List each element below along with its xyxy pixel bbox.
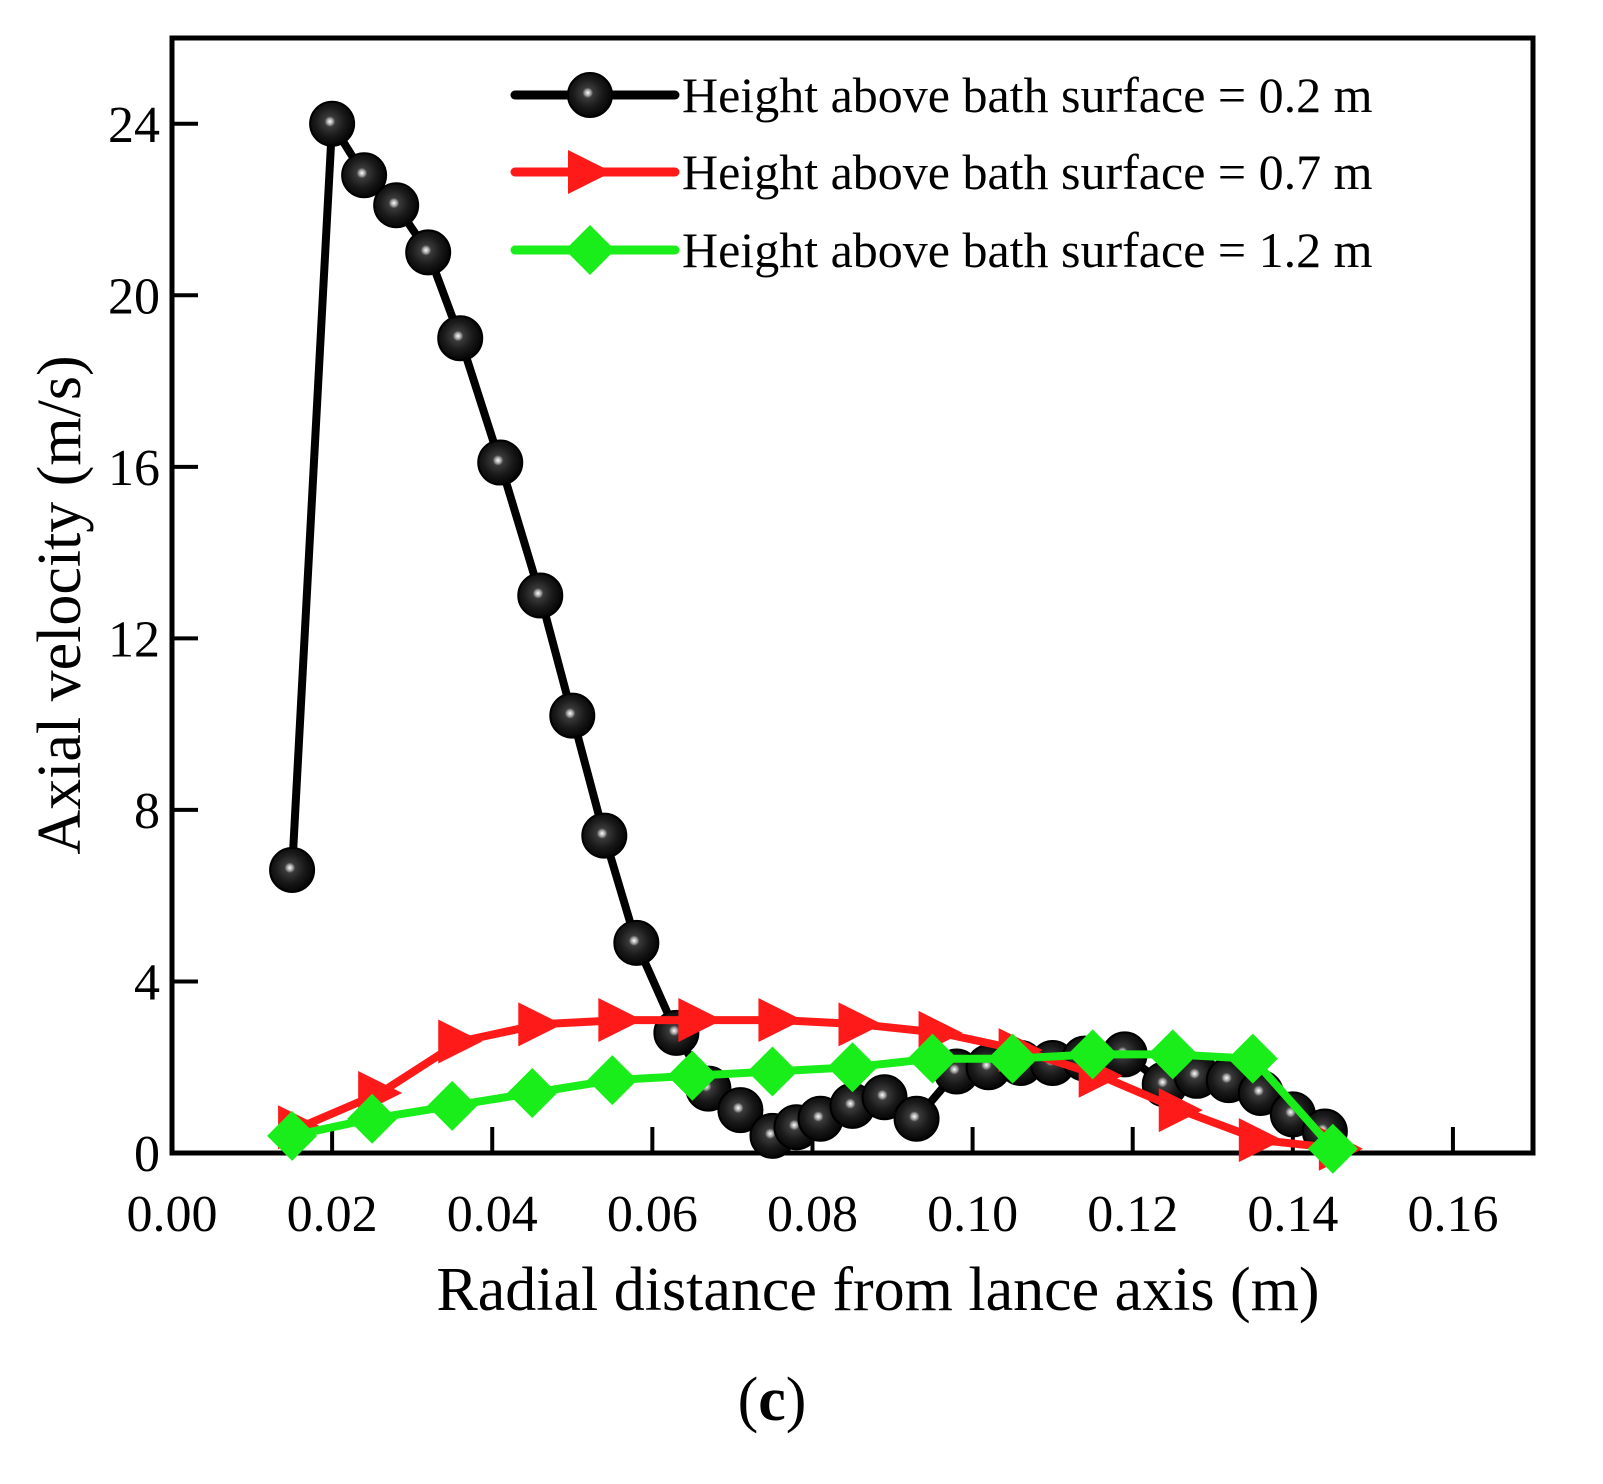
data-point <box>1307 1123 1358 1174</box>
sphere-body <box>477 439 524 486</box>
data-point <box>893 1095 940 1142</box>
series-2 <box>278 998 1363 1171</box>
y-tick-label: 4 <box>134 954 160 1011</box>
sphere-body <box>567 72 613 118</box>
legend-entry-3: Height above bath surface = 1.2 m <box>510 222 1373 278</box>
data-point <box>581 812 628 859</box>
data-point <box>861 1074 908 1121</box>
legend-entry-2: Height above bath surface = 0.7 m <box>510 144 1373 200</box>
data-point <box>405 229 452 276</box>
data-point <box>667 1050 718 1101</box>
data-point <box>427 1080 478 1131</box>
sphere-body <box>717 1087 764 1134</box>
y-tick-label: 12 <box>108 611 160 668</box>
x-tick-label: 0.14 <box>1247 1186 1338 1243</box>
sphere-body <box>893 1095 940 1142</box>
data-point <box>613 919 660 966</box>
data-point <box>549 692 596 739</box>
data-point <box>838 1002 883 1047</box>
data-point <box>827 1042 878 1093</box>
data-point <box>341 152 388 199</box>
legend-label: Height above bath surface = 1.2 m <box>682 222 1373 278</box>
plot-area-border <box>169 35 1536 1156</box>
caption-open: ( <box>738 1366 759 1434</box>
sphere-body <box>613 919 660 966</box>
caption-close: ) <box>786 1366 807 1434</box>
legend-label: Height above bath surface = 0.2 m <box>682 67 1373 123</box>
data-point <box>269 846 316 893</box>
data-point <box>1227 1033 1278 1084</box>
legend-marker <box>567 72 613 118</box>
x-tick-label: 0.06 <box>607 1186 698 1243</box>
figure-caption: (c) <box>738 1366 807 1434</box>
x-tick-label: 0.08 <box>767 1186 858 1243</box>
sphere-body <box>405 229 452 276</box>
sphere-body <box>581 812 628 859</box>
data-point <box>747 1046 798 1097</box>
data-point <box>907 1033 958 1084</box>
x-tick-label: 0.10 <box>927 1186 1018 1243</box>
data-point <box>373 182 420 229</box>
data-point <box>518 1002 563 1047</box>
data-point <box>309 100 356 147</box>
legend: Height above bath surface = 0.2 m Height … <box>510 67 1373 278</box>
series-3 <box>267 1029 1358 1174</box>
data-point <box>758 998 803 1043</box>
data-point <box>477 439 524 486</box>
y-axis-title: Axial velocity (m/s) <box>26 355 94 854</box>
x-tick-label: 0.12 <box>1087 1186 1178 1243</box>
data-point <box>517 572 564 619</box>
sphere-body <box>309 100 356 147</box>
sphere-body <box>437 315 484 362</box>
data-point <box>587 1055 638 1106</box>
data-point <box>987 1033 1038 1084</box>
legend-entry-1: Height above bath surface = 0.2 m <box>510 67 1373 123</box>
sphere-body <box>517 572 564 619</box>
sphere-body <box>549 692 596 739</box>
data-point <box>1158 1088 1203 1133</box>
data-point <box>437 315 484 362</box>
legend-marker <box>565 225 615 275</box>
y-tick-label: 24 <box>108 97 160 154</box>
sphere-body <box>861 1074 908 1121</box>
x-axis-title: Radial distance from lance axis (m) <box>436 1256 1319 1324</box>
y-tick-label: 16 <box>108 440 160 497</box>
y-tick-label: 0 <box>134 1126 160 1183</box>
legend-marker <box>568 150 612 194</box>
series-group <box>267 100 1363 1174</box>
sphere-body <box>341 152 388 199</box>
caption-letter: c <box>758 1366 786 1434</box>
x-tick-label: 0.00 <box>127 1186 218 1243</box>
sphere-body <box>269 846 316 893</box>
data-point <box>507 1067 558 1118</box>
data-point <box>1238 1118 1283 1163</box>
y-tick-label: 8 <box>134 783 160 840</box>
data-point <box>438 1019 483 1064</box>
data-point <box>717 1087 764 1134</box>
x-tick-label: 0.02 <box>287 1186 378 1243</box>
data-point <box>347 1093 398 1144</box>
data-point <box>267 1110 318 1161</box>
x-tick-label: 0.04 <box>447 1186 538 1243</box>
x-tick-label: 0.16 <box>1407 1186 1498 1243</box>
data-point <box>1067 1029 1118 1080</box>
plot-frame <box>169 35 1536 1156</box>
y-tick-label: 20 <box>108 268 160 325</box>
data-point <box>598 998 643 1043</box>
data-point <box>678 998 723 1043</box>
legend-label: Height above bath surface = 0.7 m <box>682 144 1373 200</box>
data-point <box>1147 1029 1198 1080</box>
axis-ticks: 0.00 0.02 0.04 0.06 0.08 0.10 0.12 0.14 0.16 0 4 8 1… <box>108 97 1498 1243</box>
sphere-body <box>373 182 420 229</box>
